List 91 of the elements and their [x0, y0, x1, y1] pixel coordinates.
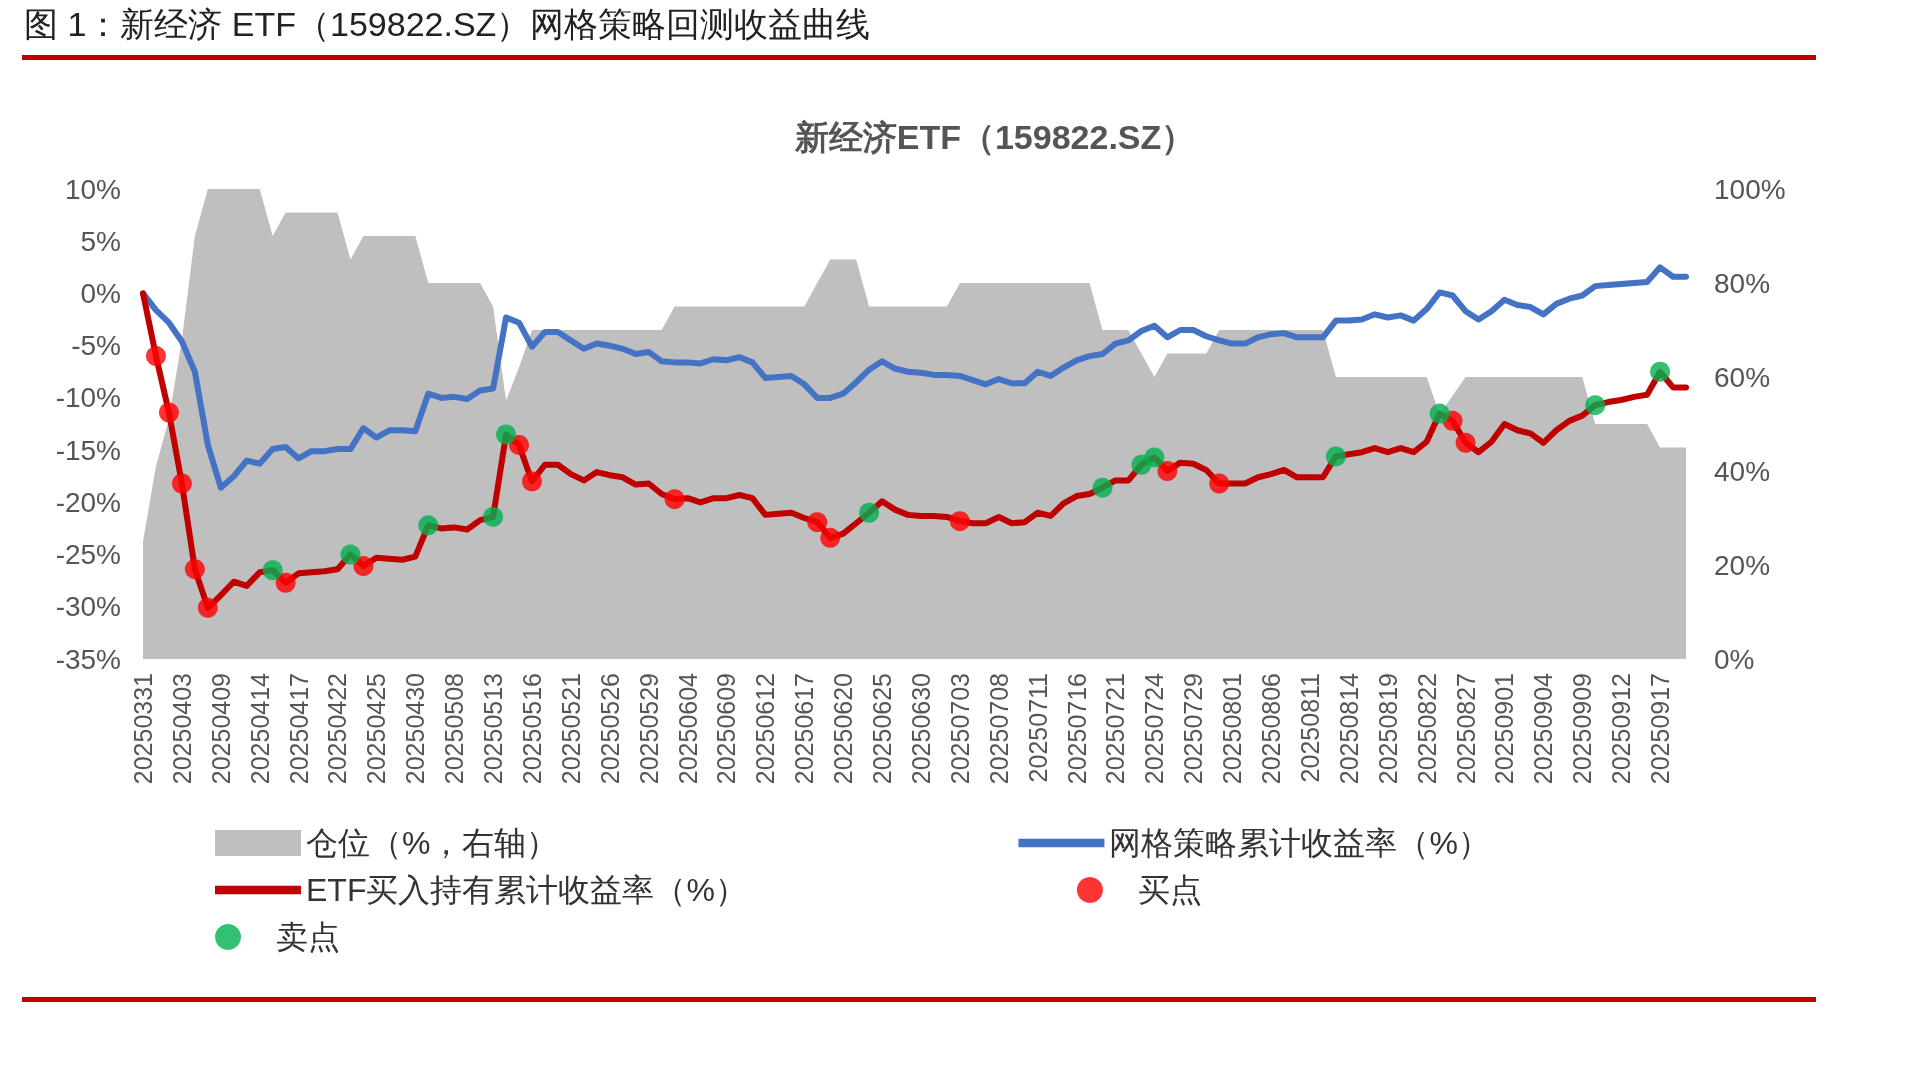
x-tick-label: 20250508 [440, 673, 469, 785]
point [262, 560, 283, 581]
x-tick-label: 20250912 [1607, 673, 1636, 785]
point [522, 471, 542, 492]
legend-label: 网格策略累计收益率（%） [1109, 825, 1490, 861]
x-tick-label: 20250521 [556, 673, 585, 785]
point [197, 597, 218, 618]
x-tick-label: 20250724 [1140, 672, 1169, 785]
point [275, 572, 296, 593]
x-tick-label: 20250417 [284, 673, 313, 785]
x-tick-label: 20250904 [1529, 672, 1558, 785]
x-tick-label: 20250814 [1334, 672, 1363, 785]
legend-label: ETF买入持有累计收益率（%） [306, 872, 747, 908]
y-tick-label: 10% [64, 173, 121, 205]
x-tick-label: 20250422 [323, 673, 352, 785]
x-tick-label: 20250822 [1412, 673, 1441, 785]
point [171, 473, 192, 494]
x-tick-label: 20250630 [906, 673, 935, 785]
x-tick-label: 20250403 [167, 673, 196, 785]
point [1092, 477, 1113, 498]
point [1144, 447, 1165, 468]
x-tick-label: 20250901 [1490, 673, 1519, 785]
x-tick-label: 20250526 [595, 673, 624, 785]
point [1209, 473, 1230, 494]
chart-title: 图 1：新经济 ETF（159822.SZ）网格策略回测收益曲线 [24, 4, 871, 45]
x-tick-label: 20250620 [829, 673, 858, 785]
y2-tick-label: 60% [1714, 361, 1771, 393]
point [807, 512, 828, 533]
y2-tick-label: 80% [1714, 267, 1771, 299]
x-tick-label: 20250801 [1218, 673, 1247, 785]
point [483, 506, 504, 527]
x-tick-label: 20250409 [206, 673, 235, 785]
point [1157, 461, 1178, 481]
x-tick-label: 20250716 [1062, 673, 1091, 785]
x-tick-label: 20250729 [1179, 673, 1208, 785]
x-tick-label: 20250516 [517, 673, 546, 785]
point [145, 346, 166, 367]
x-tick-label: 20250721 [1101, 673, 1130, 785]
x-tick-label: 20250430 [401, 673, 430, 785]
y-tick-label: -25% [55, 539, 121, 571]
point [1650, 361, 1671, 382]
point [418, 515, 439, 536]
y2-tick-label: 20% [1714, 549, 1771, 581]
point [353, 556, 374, 577]
x-tick-label: 20250819 [1373, 673, 1402, 785]
x-tick-label: 20250425 [362, 673, 391, 785]
point [509, 434, 530, 455]
x-tick-label: 20250806 [1257, 673, 1286, 785]
x-tick-label: 20250827 [1451, 673, 1480, 785]
x-tick-label: 20250625 [868, 673, 897, 785]
point [820, 527, 841, 548]
y-tick-label: 0% [80, 277, 121, 309]
y2-tick-label: 0% [1714, 643, 1755, 675]
x-tick-label: 20250604 [673, 672, 702, 785]
point [496, 424, 517, 445]
point [664, 489, 685, 510]
x-tick-label: 20250708 [984, 673, 1013, 785]
y-tick-label: -30% [55, 591, 121, 623]
x-tick-label: 20250612 [751, 673, 780, 785]
x-tick-label: 20250703 [945, 673, 974, 785]
y-tick-label: -5% [71, 330, 121, 362]
legend-label: 买点 [1137, 872, 1202, 908]
y2-tick-label: 40% [1714, 455, 1771, 487]
x-tick-label: 20250414 [245, 672, 274, 785]
point [1429, 403, 1450, 424]
y-tick-label: 5% [80, 225, 121, 257]
y-tick-label: -15% [55, 434, 121, 466]
point [1585, 395, 1606, 416]
x-tick-label: 20250529 [634, 673, 663, 785]
point [184, 559, 205, 580]
point [158, 402, 179, 423]
point [949, 511, 970, 532]
x-tick-label: 20250711 [1023, 673, 1052, 783]
point [340, 544, 361, 565]
x-tick-label: 20250909 [1568, 673, 1597, 785]
x-tick-label: 20250609 [712, 673, 741, 785]
y-tick-label: -35% [55, 643, 121, 675]
point [1455, 432, 1476, 453]
point [1325, 446, 1346, 467]
legend-label: 仓位（%，右轴） [306, 825, 559, 861]
x-tick-label: 20250917 [1646, 673, 1675, 785]
x-tick-label: 20250331 [129, 673, 157, 785]
y-tick-label: -20% [55, 486, 121, 518]
x-tick-label: 20250513 [479, 673, 508, 785]
chart-subtitle: 新经济ETF（159822.SZ） [793, 118, 1196, 156]
y-tick-label: -10% [55, 382, 121, 414]
x-tick-label: 20250811 [1295, 673, 1324, 783]
y2-tick-label: 100% [1714, 173, 1786, 205]
legend-label: 卖点 [276, 919, 340, 955]
x-tick-label: 20250617 [790, 673, 819, 785]
point [859, 502, 880, 523]
